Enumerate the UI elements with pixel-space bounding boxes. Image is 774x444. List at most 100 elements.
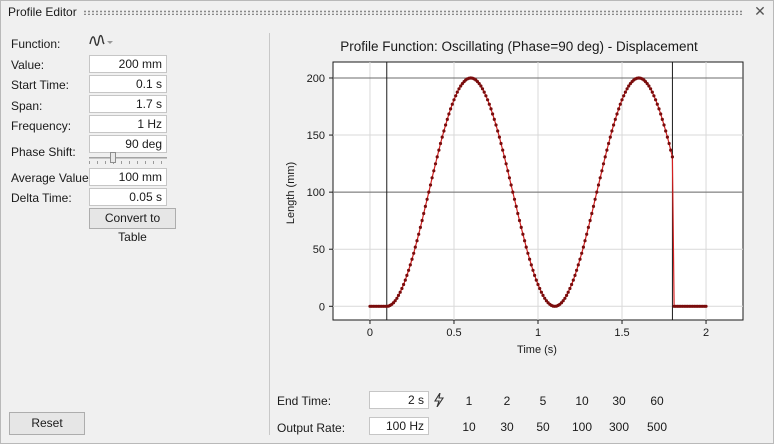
data-point — [507, 176, 511, 180]
start-time-input[interactable]: 0.1 s — [89, 75, 167, 93]
data-point — [580, 251, 584, 255]
data-point — [449, 107, 453, 111]
data-point — [479, 84, 483, 88]
phase-shift-slider[interactable] — [89, 151, 167, 165]
x-tick-label: 0 — [367, 327, 373, 339]
slider-ticks — [89, 161, 167, 164]
data-point — [516, 211, 520, 216]
delta-time-input[interactable]: 0.05 s — [89, 188, 167, 206]
output-rate-label: Output Rate: — [277, 421, 346, 435]
data-point — [410, 257, 414, 261]
panel-divider[interactable] — [269, 33, 270, 435]
frequency-label: Frequency: — [11, 119, 72, 133]
lightning-icon[interactable] — [433, 393, 445, 407]
average-value-input[interactable]: 100 mm — [89, 168, 167, 186]
data-point — [433, 162, 438, 166]
drag-grip[interactable] — [83, 10, 743, 15]
data-point — [403, 278, 407, 282]
data-point — [492, 117, 496, 121]
average-value-label: Average Value: — [11, 171, 92, 185]
end-time-preset-10[interactable]: 10 — [575, 394, 589, 408]
data-point — [578, 257, 582, 261]
data-point — [610, 129, 614, 133]
data-point — [412, 251, 416, 255]
data-point — [517, 218, 522, 223]
data-point — [662, 123, 666, 127]
convert-to-table-button[interactable]: Convert to Table — [89, 208, 176, 244]
data-point — [521, 232, 525, 236]
data-point — [430, 176, 434, 180]
end-time-preset-1[interactable]: 1 — [465, 394, 473, 408]
y-tick-label: 50 — [313, 244, 325, 256]
x-tick-label: 1.5 — [614, 327, 629, 339]
x-tick-label: 0.5 — [446, 327, 461, 339]
data-point — [566, 290, 570, 294]
frequency-input[interactable]: 1 Hz — [89, 115, 167, 133]
value-input[interactable]: 200 mm — [89, 55, 167, 73]
output-rate-preset-300[interactable]: 300 — [608, 420, 630, 434]
data-point — [413, 245, 417, 249]
data-point — [408, 263, 412, 267]
data-point — [607, 141, 611, 146]
x-axis-label: Time (s) — [517, 344, 557, 356]
data-point — [565, 293, 569, 297]
data-point — [588, 218, 592, 223]
span-input[interactable]: 1.7 s — [89, 95, 167, 113]
slider-thumb[interactable] — [110, 152, 116, 163]
data-point — [519, 225, 523, 229]
output-rate-input[interactable]: 100 Hz — [369, 417, 429, 435]
title-bar[interactable]: Profile Editor ✕ — [1, 1, 773, 23]
data-point — [484, 94, 488, 98]
data-point — [669, 148, 673, 152]
data-point — [418, 225, 422, 229]
data-point — [590, 211, 594, 216]
end-time-preset-2[interactable]: 2 — [503, 394, 511, 408]
data-point — [538, 286, 542, 291]
data-point — [612, 123, 616, 127]
data-point — [571, 278, 575, 282]
end-time-input[interactable]: 2 s — [369, 391, 429, 409]
data-point — [615, 112, 619, 116]
data-point — [652, 94, 656, 98]
data-point — [509, 183, 513, 187]
data-point — [649, 87, 653, 91]
output-rate-preset-10[interactable]: 10 — [462, 420, 476, 434]
y-axis-label: Length (mm) — [285, 162, 297, 224]
data-point — [605, 148, 609, 152]
output-rate-preset-30[interactable]: 30 — [500, 420, 514, 434]
data-point — [501, 148, 505, 152]
data-point — [529, 263, 533, 267]
data-point — [601, 162, 606, 166]
data-point — [393, 299, 397, 303]
data-point — [670, 155, 674, 159]
reset-button[interactable]: Reset — [9, 412, 85, 435]
value-label: Value: — [11, 58, 45, 72]
data-point — [432, 169, 436, 173]
data-point — [440, 135, 444, 139]
end-time-preset-30[interactable]: 30 — [612, 394, 626, 408]
end-time-preset-60[interactable]: 60 — [650, 394, 664, 408]
end-time-preset-5[interactable]: 5 — [539, 394, 547, 408]
data-point — [428, 183, 433, 187]
data-point — [591, 204, 596, 208]
wave-dropdown-icon[interactable] — [89, 33, 115, 49]
data-point — [442, 129, 446, 133]
data-point — [573, 273, 577, 277]
plot-area: 0 0.5 1 1.5 2 0 50 100 150 200 — [307, 61, 744, 339]
phase-shift-input[interactable]: 90 deg — [89, 135, 167, 153]
delta-time-label: Delta Time: — [11, 191, 72, 205]
data-point — [423, 204, 427, 208]
phase-shift-label: Phase Shift: — [11, 145, 76, 159]
data-point — [622, 94, 626, 98]
data-point — [528, 257, 532, 261]
output-rate-preset-500[interactable]: 500 — [646, 420, 668, 434]
output-rate-preset-100[interactable]: 100 — [571, 420, 593, 434]
output-rate-preset-50[interactable]: 50 — [536, 420, 550, 434]
data-point — [541, 293, 545, 297]
data-point — [491, 112, 495, 116]
data-point — [415, 239, 419, 243]
data-point — [444, 123, 448, 127]
data-point — [422, 211, 426, 216]
close-icon[interactable]: ✕ — [754, 3, 766, 19]
data-point — [543, 296, 547, 300]
